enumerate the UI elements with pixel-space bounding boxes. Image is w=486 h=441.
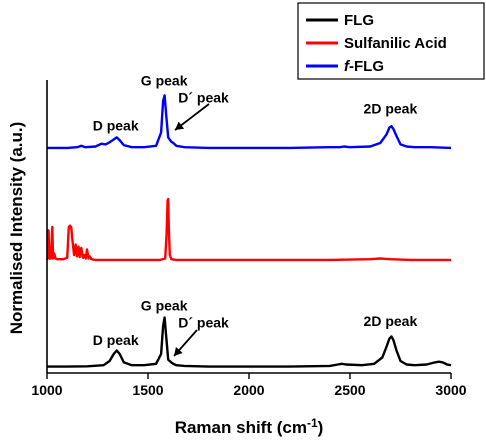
y-axis-title: Normalised Intensity (a.u.) (7, 122, 26, 335)
series-layer (45, 94, 452, 368)
annotation-top-g-peak: G peak (141, 73, 188, 89)
annotation-top-d-peak: D´ peak (178, 89, 229, 105)
x-tick-label: 3000 (435, 382, 466, 398)
arrow-bottom-d-prime (173, 329, 198, 357)
legend-label-flg: FLG (344, 12, 374, 29)
series-line-flg (47, 316, 452, 368)
x-axis-title: Raman shift (cm-1) (175, 416, 324, 437)
x-tick-label: 1500 (132, 382, 163, 398)
legend-item-sulfanilic-acid: Sulfanilic Acid (306, 35, 447, 52)
legend-item-flg: FLG (306, 12, 374, 29)
legend: FLG Sulfanilic Acid f-FLG (297, 2, 485, 80)
arrow-top-d-prime (174, 103, 210, 131)
legend-label-sulfanilic-acid: Sulfanilic Acid (344, 35, 447, 52)
x-tick-label: 2500 (334, 382, 365, 398)
annotation-bottom-2d-peak: 2D peak (364, 313, 418, 329)
annotation-top-2d-peak: 2D peak (364, 101, 418, 117)
annotation-top-d-peak: D peak (93, 117, 139, 133)
series-line-sulfanilic-acid (45, 197, 451, 262)
x-tick-label: 2000 (233, 382, 264, 398)
legend-label-f-flg: f-FLG (344, 58, 384, 75)
x-ticks: 1000 1500 2000 2500 3000 (31, 373, 467, 398)
annotation-bottom-d-peak: D´ peak (178, 314, 229, 330)
annotation-bottom-g-peak: G peak (141, 298, 188, 314)
x-tick-label: 1000 (31, 382, 62, 398)
legend-item-f-flg: f-FLG (306, 58, 384, 75)
series-line-f-flg (47, 94, 452, 150)
annotation-bottom-d-peak: D peak (93, 332, 139, 348)
